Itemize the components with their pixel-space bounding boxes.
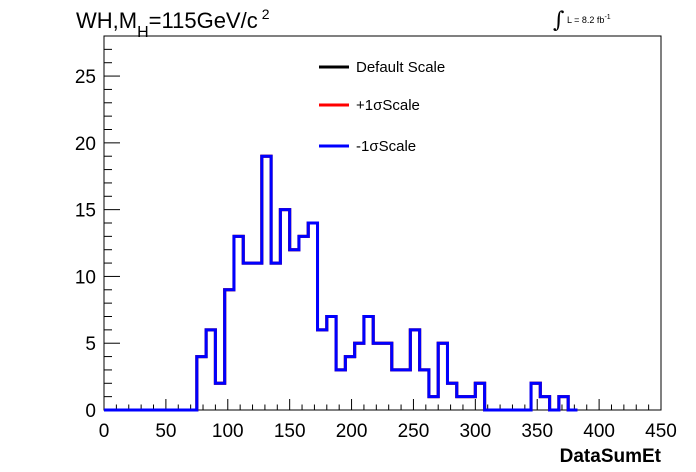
x-tick-label: 350 xyxy=(521,421,553,442)
luminosity-superscript: -1 xyxy=(604,13,611,21)
series-line xyxy=(104,154,578,412)
x-tick-label: 300 xyxy=(459,421,491,442)
y-tick-label: 15 xyxy=(75,201,96,222)
x-tick-label: 450 xyxy=(645,421,677,442)
legend-label: Default Scale xyxy=(356,59,445,76)
legend-label: +1σScale xyxy=(356,97,420,114)
x-tick-label: 250 xyxy=(398,421,430,442)
luminosity-text: L = 8.2 fb xyxy=(566,14,605,25)
axis-ticks: 0 50 100 150 200 250 300 350 400 450 0 5 10 15 20 25 xyxy=(75,35,677,442)
x-tick-label: 150 xyxy=(274,421,306,442)
title-suffix: =115GeV/c xyxy=(148,8,258,33)
title-subscript: H xyxy=(137,24,149,41)
x-axis-label: DataSumEt xyxy=(560,446,662,467)
title-superscript: 2 xyxy=(261,6,270,22)
y-tick-label: 5 xyxy=(85,334,96,355)
x-tick-label: 100 xyxy=(212,421,244,442)
legend: Default Scale +1σScale -1σScale xyxy=(319,59,445,155)
x-tick-label: 0 xyxy=(99,421,110,442)
luminosity-label: ∫ L = 8.2 fb-1 xyxy=(553,8,611,33)
plot-frame xyxy=(103,35,662,411)
chart-title: WH,MH=115GeV/c 2 xyxy=(76,6,270,41)
histogram-series xyxy=(104,154,578,412)
x-tick-label: 50 xyxy=(155,421,176,442)
y-tick-label: 10 xyxy=(75,267,96,288)
series-line xyxy=(104,154,578,412)
title-prefix: WH,M xyxy=(76,8,138,33)
x-tick-label: 200 xyxy=(336,421,368,442)
series-line xyxy=(104,154,578,412)
y-tick-label: 25 xyxy=(75,67,96,88)
y-tick-label: 20 xyxy=(75,134,96,155)
y-tick-label: 0 xyxy=(85,401,96,422)
integral-symbol: ∫ xyxy=(553,8,565,33)
legend-label: -1σScale xyxy=(356,138,416,155)
x-tick-label: 400 xyxy=(583,421,615,442)
